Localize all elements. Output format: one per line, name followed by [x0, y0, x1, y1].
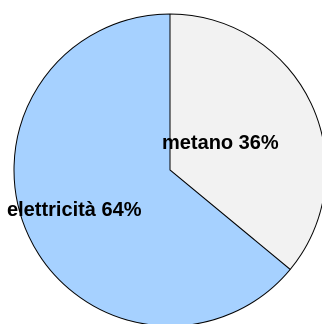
- slice-label-metano: metano 36%: [162, 132, 279, 154]
- pie-slices: [13, 13, 322, 324]
- pie-slice-0: [169, 13, 322, 271]
- slice-label-elettricita: elettricità 64%: [7, 199, 142, 221]
- pie-slice-1: [13, 13, 291, 324]
- pie-labels: metano 36% elettricità 64%: [7, 132, 279, 221]
